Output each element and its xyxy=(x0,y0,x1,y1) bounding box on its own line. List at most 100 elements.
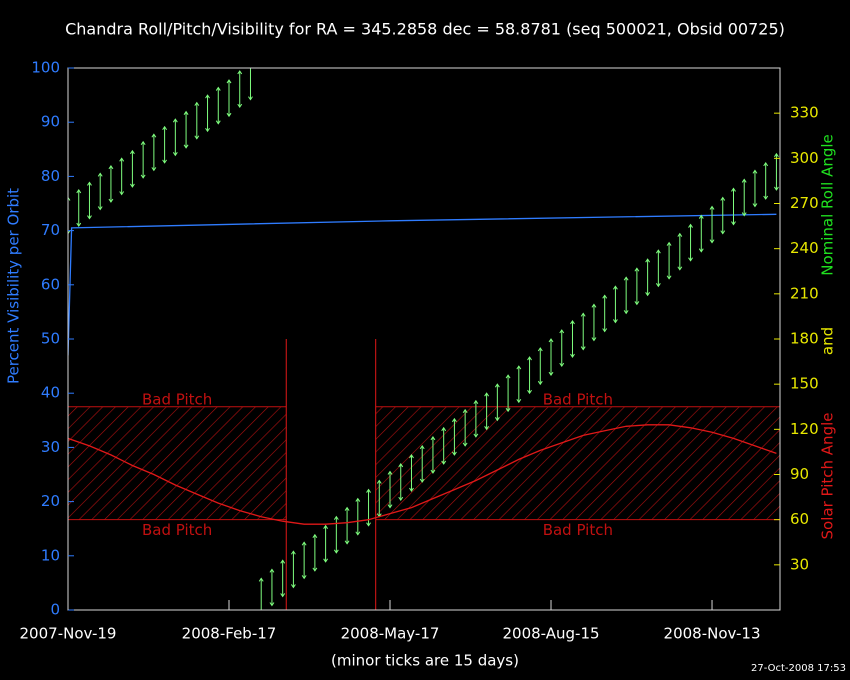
bad-pitch-label: Bad Pitch xyxy=(543,390,613,408)
error-bar xyxy=(387,470,393,509)
error-bar xyxy=(419,444,425,483)
error-bar-cap xyxy=(419,444,425,483)
error-bar-cap xyxy=(462,408,468,447)
error-bar xyxy=(602,294,608,333)
error-bar xyxy=(76,189,82,227)
error-bar-cap xyxy=(516,365,522,404)
error-bar xyxy=(698,214,704,253)
error-bar xyxy=(494,383,500,422)
error-bar-cap xyxy=(172,118,178,157)
error-bar xyxy=(623,276,629,315)
y-axis-label: Percent Visibility per Orbit xyxy=(5,188,23,384)
plot-area xyxy=(68,68,780,610)
chart-title: Chandra Roll/Pitch/Visibility for RA = 3… xyxy=(65,20,785,39)
error-bar xyxy=(344,506,350,545)
error-bar xyxy=(205,94,210,133)
error-bar-cap xyxy=(108,164,114,203)
error-bar-cap xyxy=(591,303,597,342)
error-bar-cap xyxy=(226,79,232,118)
error-bar-cap xyxy=(248,96,253,101)
bad-pitch-label: Bad Pitch xyxy=(142,521,212,539)
error-bar xyxy=(570,320,575,358)
y2-tick-label: 120 xyxy=(790,420,819,438)
error-bar xyxy=(258,577,264,610)
error-bar-cap xyxy=(720,196,726,235)
error-bar-cap xyxy=(537,347,543,386)
error-bar xyxy=(666,241,672,280)
error-bar xyxy=(172,118,178,157)
error-bar xyxy=(333,515,339,554)
error-bar xyxy=(355,497,361,536)
bad-pitch-zone xyxy=(68,406,287,520)
y-tick-label: 90 xyxy=(41,113,60,131)
error-bar xyxy=(151,133,157,172)
error-bar xyxy=(763,161,769,200)
error-bar-cap xyxy=(774,152,779,191)
error-bar xyxy=(97,172,103,211)
y2-axis-label: Nominal Roll Angle xyxy=(819,134,837,276)
error-bar xyxy=(613,285,618,324)
error-bar xyxy=(591,303,597,342)
y2-axis-label: and xyxy=(819,327,837,355)
error-bar-cap xyxy=(119,157,125,196)
y2-tick-label: 270 xyxy=(790,194,819,212)
error-bar-cap xyxy=(344,506,350,545)
error-bar xyxy=(226,79,232,118)
error-bar-cap xyxy=(68,196,71,235)
error-bar xyxy=(140,140,146,179)
error-bar-cap xyxy=(258,577,264,582)
error-bar-cap xyxy=(194,101,200,140)
error-bar-cap xyxy=(494,383,500,422)
error-bar xyxy=(119,157,125,196)
error-bar xyxy=(183,110,189,149)
error-bar-cap xyxy=(527,356,532,395)
error-bar xyxy=(215,86,221,125)
error-bar xyxy=(312,533,318,572)
error-bar-cap xyxy=(97,172,103,211)
x-tick-label: 2007-Nov-19 xyxy=(20,625,117,643)
series-line xyxy=(68,213,777,356)
error-bar xyxy=(516,365,522,404)
error-bar-cap xyxy=(752,169,758,208)
error-bar xyxy=(548,338,554,377)
y2-tick-label: 180 xyxy=(790,330,819,348)
error-bar-cap xyxy=(205,94,210,133)
y-tick-label: 30 xyxy=(41,438,60,456)
error-bar-cap xyxy=(741,178,747,217)
error-bar xyxy=(68,196,71,235)
error-bar-cap xyxy=(688,223,693,262)
y-tick-label: 100 xyxy=(31,59,60,77)
y-tick-label: 20 xyxy=(41,492,60,510)
y-tick-label: 10 xyxy=(41,546,60,564)
error-bar xyxy=(731,187,736,226)
error-bar xyxy=(720,196,726,235)
y-tick-label: 60 xyxy=(41,275,60,293)
bad-pitch-zone xyxy=(375,406,780,520)
error-bar-cap xyxy=(323,524,329,563)
error-bar xyxy=(559,329,565,368)
error-bar xyxy=(269,568,275,607)
error-bar-cap xyxy=(409,454,414,492)
error-bar-cap xyxy=(366,488,371,527)
error-bar xyxy=(129,149,135,188)
footer-timestamp: 27-Oct-2008 17:53 xyxy=(751,663,846,674)
y2-tick-label: 150 xyxy=(790,375,819,393)
error-bar xyxy=(677,232,683,271)
error-bar xyxy=(301,541,307,580)
error-bar-cap xyxy=(215,86,221,125)
error-bar xyxy=(194,101,200,140)
y2-axis-label: Solar Pitch Angle xyxy=(819,413,837,540)
error-bar xyxy=(752,169,758,208)
error-bar xyxy=(398,463,404,501)
error-bar xyxy=(774,152,779,191)
y-tick-label: 80 xyxy=(41,167,60,185)
error-bar-cap xyxy=(398,463,404,501)
error-bar-cap xyxy=(698,214,704,253)
x-axis-label: (minor ticks are 15 days) xyxy=(331,652,519,670)
error-bar xyxy=(505,374,511,413)
error-bar xyxy=(430,435,436,474)
error-bar xyxy=(709,205,715,244)
error-bar xyxy=(409,454,414,492)
